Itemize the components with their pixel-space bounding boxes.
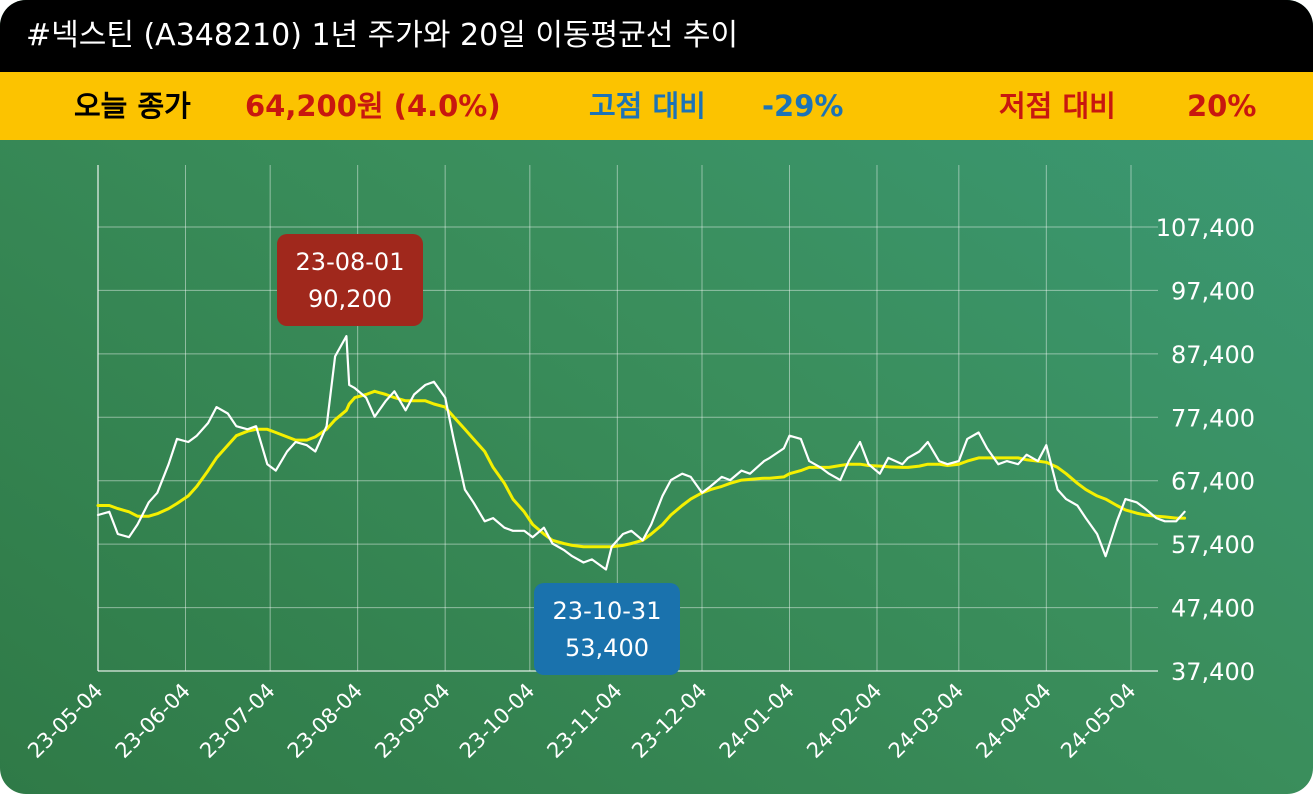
x-tick-label: 23-12-04 <box>627 679 711 763</box>
x-axis-ticks: 23-05-04 23-06-04 23-07-04 23-08-04 23-09-04… <box>23 679 1140 763</box>
x-tick-label: 23-08-04 <box>283 679 367 763</box>
y-tick-label: 87,400 <box>1171 341 1255 369</box>
low-label: 저점 대비 <box>999 89 1116 123</box>
x-tick-label: 23-07-04 <box>195 679 279 763</box>
x-tick-label: 24-04-04 <box>971 679 1055 763</box>
info-bar: 오늘 종가 64,200원 (4.0%) 고점 대비 -29% 저점 대비 20… <box>0 72 1313 140</box>
high-callout-box <box>277 234 423 326</box>
y-axis-ticks: 107,400 97,400 87,400 77,400 67,400 57,400 47,… <box>1156 214 1255 686</box>
low-callout-value: 53,400 <box>565 634 649 662</box>
x-tick-label: 23-10-04 <box>455 679 539 763</box>
close-value: 64,200원 (4.0%) <box>245 89 501 123</box>
low-callout: 23-10-31 53,400 <box>534 583 680 675</box>
y-tick-label: 37,400 <box>1171 658 1255 686</box>
high-callout-value: 90,200 <box>308 285 392 313</box>
high-value: -29% <box>762 89 844 123</box>
close-label: 오늘 종가 <box>74 89 191 123</box>
title-bar: #넥스틴 (A348210) 1년 주가와 20일 이동평균선 추이 <box>0 0 1313 72</box>
x-tick-label: 24-05-04 <box>1056 679 1140 763</box>
low-value: 20% <box>1187 89 1257 123</box>
y-tick-label: 47,400 <box>1171 595 1255 623</box>
moving-average-line <box>96 389 1187 549</box>
high-callout: 23-08-01 90,200 <box>277 234 423 326</box>
price-chart: 107,400 97,400 87,400 77,400 67,400 57,400 47,… <box>23 165 1255 763</box>
price-line <box>96 335 1186 571</box>
y-tick-label: 77,400 <box>1171 404 1255 432</box>
x-tick-label: 23-11-04 <box>542 679 626 763</box>
series-layer <box>96 335 1187 571</box>
x-tick-label: 23-09-04 <box>370 679 454 763</box>
x-tick-label: 23-06-04 <box>111 679 195 763</box>
low-callout-date: 23-10-31 <box>553 597 662 625</box>
y-tick-label: 57,400 <box>1171 531 1255 559</box>
x-tick-label: 24-02-04 <box>802 679 886 763</box>
callouts: 23-08-01 90,200 23-10-31 53,400 <box>277 234 680 675</box>
high-label: 고점 대비 <box>589 89 706 123</box>
page-title: #넥스틴 (A348210) 1년 주가와 20일 이동평균선 추이 <box>26 18 739 53</box>
x-tick-label: 23-05-04 <box>23 679 107 763</box>
low-callout-box <box>534 583 680 675</box>
high-callout-date: 23-08-01 <box>296 248 405 276</box>
y-tick-label: 67,400 <box>1171 468 1255 496</box>
x-tick-label: 24-03-04 <box>884 679 968 763</box>
x-tick-label: 24-01-04 <box>715 679 799 763</box>
y-tick-label: 97,400 <box>1171 277 1255 305</box>
y-tick-label: 107,400 <box>1156 214 1255 242</box>
